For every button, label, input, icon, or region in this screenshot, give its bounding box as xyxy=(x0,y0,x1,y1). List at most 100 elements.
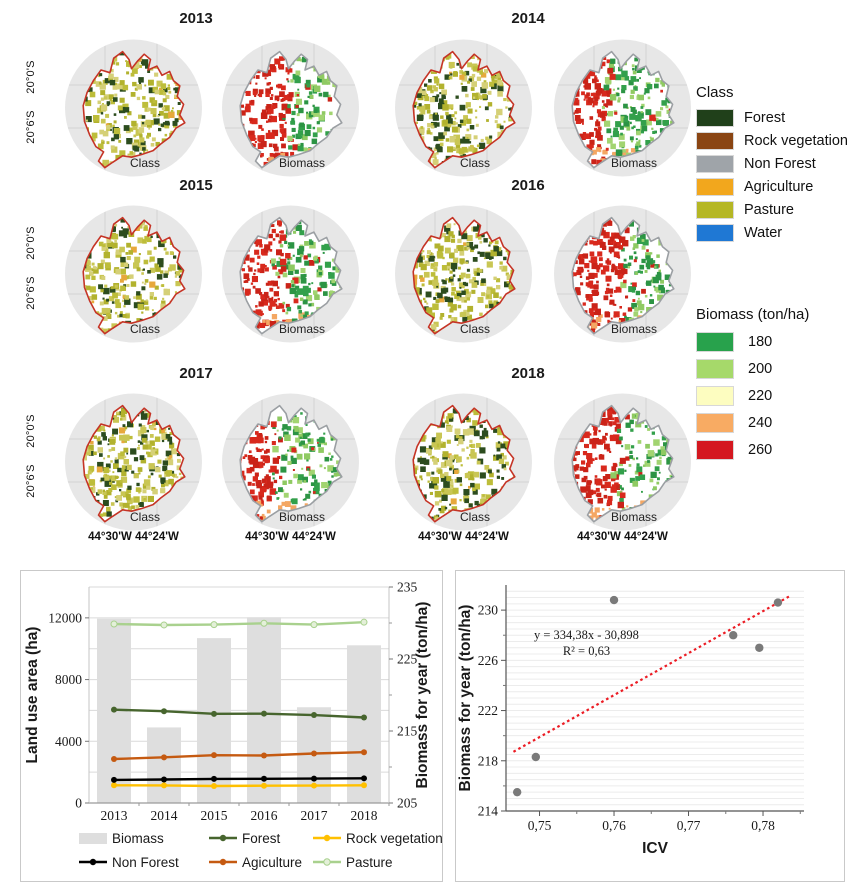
x-axis-tick: 2016 xyxy=(251,808,278,823)
map-panel-label: Biomass xyxy=(611,322,657,336)
y-axis-tick: 230 xyxy=(478,603,499,618)
x-axis-tick: 2018 xyxy=(351,808,378,823)
map-panel-label: Class xyxy=(460,322,490,336)
map-svg-2014-biomass: Biomass xyxy=(554,39,691,177)
legend-swatch xyxy=(696,223,734,242)
data-point xyxy=(361,782,367,789)
map-svg-2015-biomass: Biomass xyxy=(222,205,359,343)
biomass-bar-2014 xyxy=(147,727,181,803)
data-point xyxy=(211,752,217,759)
scatter-point xyxy=(531,752,540,762)
x-axis-tick: 0,78 xyxy=(751,818,775,833)
class-legend-item-non-forest: Non Forest xyxy=(696,152,850,175)
map-panel-label: Class xyxy=(460,156,490,170)
map-panel-2018-biomass: Biomass xyxy=(546,392,699,533)
biomass-legend-item-180: 180 xyxy=(696,328,850,355)
map-svg-2015-class: Class xyxy=(65,205,202,343)
x-axis-tick: 0,77 xyxy=(677,818,701,833)
data-point xyxy=(311,712,317,719)
map-panel-2015-class: Class xyxy=(57,204,210,345)
year-title-2013: 2013 xyxy=(179,10,213,27)
lat-tick-label: 20°0'S xyxy=(25,226,37,260)
data-point xyxy=(260,619,268,627)
chart-legend-item-forest: Forest xyxy=(209,831,281,846)
lon-tick-label: 44°30'W 44°24'W xyxy=(577,531,668,543)
chart-legend-item-non-forest: Non Forest xyxy=(79,855,179,870)
landuse-biomass-chart: 0 4000 8000 12000 205 215 225 235 2013 2014 2015 20… xyxy=(20,570,443,882)
year-title-2018: 2018 xyxy=(511,365,545,382)
lon-tick-label: 44°30'W 44°24'W xyxy=(88,531,179,543)
map-svg-2013-class: Class xyxy=(65,39,202,177)
map-svg-2014-class: Class xyxy=(395,39,532,177)
map-panel-label: Biomass xyxy=(611,510,657,524)
data-point xyxy=(311,775,317,782)
map-svg-2013-biomass: Biomass xyxy=(222,39,359,177)
map-svg-2016-class: Class xyxy=(395,205,532,343)
map-panel-label: Biomass xyxy=(279,322,325,336)
class-legend-item-forest: Forest xyxy=(696,106,850,129)
lat-tick-label: 20°6'S xyxy=(25,276,37,310)
legend-swatch xyxy=(696,200,734,219)
map-panel-2013-biomass: Biomass xyxy=(214,38,367,179)
map-panel-2014-biomass: Biomass xyxy=(546,38,699,179)
data-point xyxy=(110,620,118,628)
biomass-legend-item-240: 240 xyxy=(696,409,850,436)
chart-legend-item-agiculture: Agiculture xyxy=(209,855,302,870)
legend-label: Rock vegetation xyxy=(744,132,848,149)
data-point xyxy=(161,754,167,761)
data-point xyxy=(261,775,267,782)
map-panel-label: Biomass xyxy=(279,510,325,524)
map-legends: Class Forest Rock vegetation Non Forest Agr… xyxy=(696,84,850,463)
y-axis-title: Biomass for year (ton/ha) xyxy=(457,605,474,792)
map-panel-label: Class xyxy=(130,156,160,170)
biomass-bar-2015 xyxy=(197,638,231,803)
data-point xyxy=(311,750,317,757)
data-point xyxy=(161,708,167,715)
maps-grid: 2013 Class Biomass 2014 Class Biomass 2015 Clas… xyxy=(25,10,699,543)
biomass-bar-2016 xyxy=(247,617,281,803)
data-point xyxy=(361,775,367,782)
year-title-2016: 2016 xyxy=(511,177,545,194)
left-axis-tick: 0 xyxy=(75,796,82,811)
class-legend-item-rock-vegetation: Rock vegetation xyxy=(696,129,850,152)
map-panel-label: Biomass xyxy=(611,156,657,170)
line-series-pasture xyxy=(113,621,365,627)
data-point xyxy=(210,621,218,629)
legend-label: Pasture xyxy=(744,201,794,218)
biomass-legend-item-260: 260 xyxy=(696,436,850,463)
legend-swatch xyxy=(696,131,734,150)
x-axis-tick: 2014 xyxy=(151,808,178,823)
legend-swatch xyxy=(696,108,734,127)
scatter-point xyxy=(755,643,764,652)
data-point xyxy=(311,782,317,789)
data-point xyxy=(361,749,367,756)
icv-biomass-scatter: 214 218 222 226 230 0,75 0,76 0,77 0,78 y = 334,3… xyxy=(455,570,845,882)
legend-swatch xyxy=(696,154,734,173)
class-legend-item-agriculture: Agriculture xyxy=(696,175,850,198)
data-point xyxy=(211,783,217,790)
class-legend-item-water: Water xyxy=(696,221,850,244)
legend-swatch xyxy=(696,331,734,352)
scatter-point xyxy=(773,598,783,607)
class-legend-item-pasture: Pasture xyxy=(696,198,850,221)
lat-tick-label: 20°6'S xyxy=(25,110,37,144)
legend-swatch xyxy=(696,177,734,196)
scatter-point xyxy=(512,787,522,797)
y-axis-tick: 214 xyxy=(478,804,499,819)
chart-legend-label: Non Forest xyxy=(112,855,179,870)
data-point xyxy=(211,775,217,782)
trend-equation: y = 334,38x - 30,898 xyxy=(534,628,639,642)
chart-legend-label: Biomass xyxy=(112,831,164,846)
data-point xyxy=(161,776,167,783)
data-point xyxy=(111,782,117,789)
lat-tick-label: 20°0'S xyxy=(25,414,37,448)
biomass-legend-item-200: 200 xyxy=(696,355,850,382)
scatter-point xyxy=(729,631,738,640)
legend-label: 240 xyxy=(748,414,773,431)
x-axis-tick: 0,75 xyxy=(528,818,552,833)
lat-tick-label: 20°0'S xyxy=(25,60,37,94)
class-legend-items: Forest Rock vegetation Non Forest Agricultu… xyxy=(696,106,850,244)
map-panel-label: Class xyxy=(460,510,490,524)
combo-chart-svg: 0 4000 8000 12000 205 215 225 235 2013 2014 2015 20… xyxy=(24,580,443,871)
